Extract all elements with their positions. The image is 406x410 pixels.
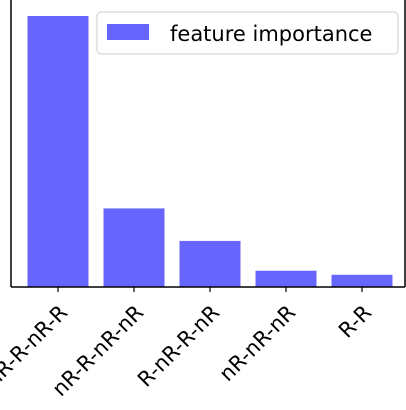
bar-nR-R-nR-R [27,16,89,287]
bar-R-R [331,274,393,287]
legend-label: feature importance [170,22,372,46]
legend-swatch [107,24,149,40]
bar-nR-nR-nR [255,270,317,287]
bar-nR-R-nR-nR [103,208,165,287]
x-tick-label: R-R [334,300,376,342]
x-tick-label: nR-nR-nR [215,300,301,386]
bar-R-nR-R-nR [179,240,241,287]
legend-frame [96,11,399,55]
x-tick-label: R-nR-R-nR [133,300,224,391]
bars-group [27,16,393,287]
legend: feature importance [96,11,399,55]
axes-group [10,0,406,288]
